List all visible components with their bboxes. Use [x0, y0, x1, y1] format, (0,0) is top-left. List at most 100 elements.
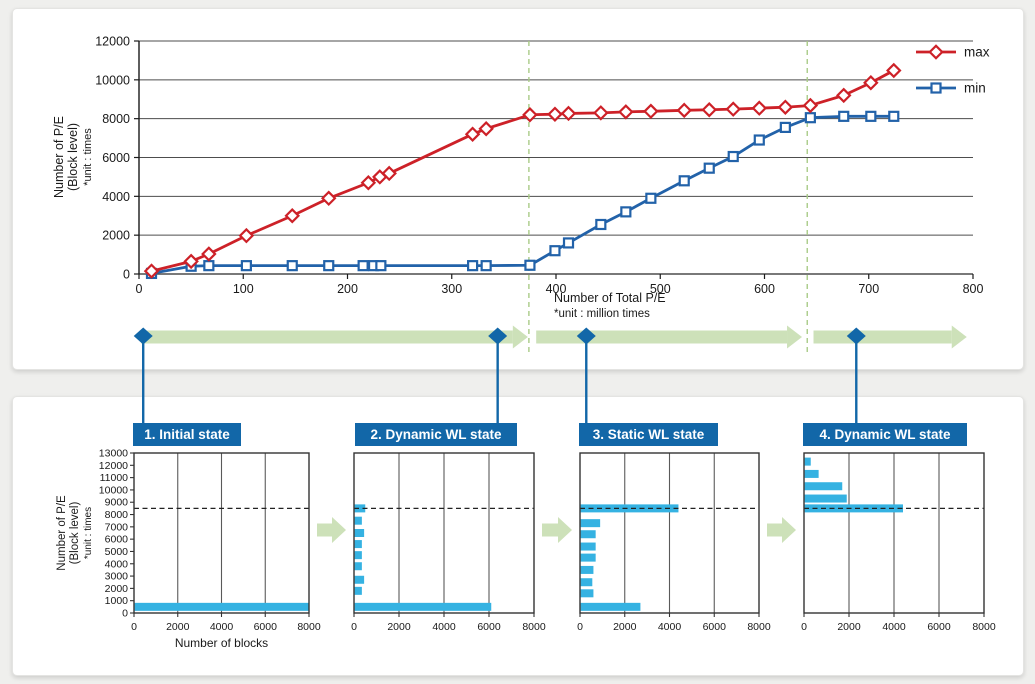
- svg-text:0: 0: [801, 621, 807, 633]
- timeline-arrow-icon: [141, 325, 528, 349]
- svg-text:6000: 6000: [927, 621, 951, 633]
- y-axis-label: Number of P/E (Block level) *unit : times: [52, 116, 94, 198]
- svg-text:*unit : times: *unit : times: [82, 128, 94, 186]
- svg-text:max: max: [964, 45, 990, 60]
- wl-state-charts: 0 2000 4000 6000 800001000200030004000500060…: [56, 448, 996, 651]
- timeline-arrow-icon: [536, 325, 803, 349]
- pe-trend-card: 0 2000 4000 6000 8000 10000 12000 0 100 200 300 400…: [12, 8, 1024, 370]
- svg-text:12000: 12000: [95, 35, 130, 49]
- x-axis-ticks: 0 2000 4000 6000 8000: [801, 613, 996, 633]
- svg-text:10000: 10000: [99, 484, 128, 496]
- x-axis-label: Number of Total P/E *unit : million times: [554, 291, 666, 320]
- x-axis-ticks: 0 100 200 300 400 500 600 700 800: [136, 274, 984, 296]
- svg-text:12000: 12000: [99, 460, 128, 472]
- svg-text:0: 0: [123, 268, 130, 282]
- state-label-dynamic-wl-2: 4. Dynamic WL state: [803, 423, 967, 446]
- state-label-initial: 1. Initial state: [133, 423, 241, 446]
- svg-text:1000: 1000: [105, 595, 129, 607]
- legend: max min: [916, 44, 990, 96]
- phase-divider-lines: [528, 41, 808, 353]
- svg-text:0: 0: [131, 621, 137, 633]
- svg-text:600: 600: [754, 282, 775, 296]
- svg-text:8000: 8000: [102, 112, 130, 126]
- state-chart-2: 0 2000 4000 6000 8000: [351, 452, 546, 633]
- legend-item-min: min: [916, 81, 986, 96]
- state-chart-4: 0 2000 4000 6000 8000: [801, 452, 996, 633]
- legend-item-max: max: [916, 44, 990, 60]
- svg-text:2000: 2000: [102, 229, 130, 243]
- svg-text:(Block level): (Block level): [66, 123, 80, 191]
- svg-text:7000: 7000: [105, 521, 129, 533]
- svg-text:6000: 6000: [105, 534, 129, 546]
- svg-text:8000: 8000: [522, 621, 546, 633]
- svg-text:min: min: [964, 81, 986, 96]
- svg-text:0: 0: [136, 282, 143, 296]
- bars: [134, 602, 309, 611]
- svg-text:6000: 6000: [477, 621, 501, 633]
- svg-text:500: 500: [650, 282, 671, 296]
- svg-text:4000: 4000: [102, 190, 130, 204]
- svg-text:3000: 3000: [105, 571, 129, 583]
- series-min: [145, 110, 900, 280]
- svg-text:4000: 4000: [210, 621, 234, 633]
- x-axis-ticks: 0 2000 4000 6000 8000: [131, 613, 321, 633]
- svg-text:4000: 4000: [105, 558, 129, 570]
- svg-text:800: 800: [963, 282, 984, 296]
- pe-trend-chart: 0 2000 4000 6000 8000 10000 12000 0 100 200 300 400…: [52, 35, 990, 353]
- svg-text:700: 700: [858, 282, 879, 296]
- svg-text:0: 0: [351, 621, 357, 633]
- svg-text:400: 400: [546, 282, 567, 296]
- bars: [354, 504, 492, 611]
- timeline-arrow-icon: [813, 325, 967, 349]
- bars: [804, 457, 903, 513]
- svg-text:6000: 6000: [254, 621, 278, 633]
- state-chart-1: 0 2000 4000 6000 800001000200030004000500060…: [56, 448, 321, 651]
- svg-text:8000: 8000: [747, 621, 771, 633]
- x-axis-ticks: 0 2000 4000 6000 8000: [577, 613, 771, 633]
- svg-text:2000: 2000: [613, 621, 637, 633]
- svg-text:5000: 5000: [105, 546, 129, 558]
- svg-text:Number of Total P/E: Number of Total P/E: [554, 291, 666, 305]
- svg-text:*unit : times: *unit : times: [83, 507, 94, 559]
- state-chart-3: 0 2000 4000 6000 8000: [577, 452, 771, 633]
- svg-text:(Block level): (Block level): [69, 502, 81, 565]
- x-axis-label: Number of blocks: [175, 636, 268, 650]
- svg-text:300: 300: [441, 282, 462, 296]
- next-state-arrow-icon: [542, 517, 572, 543]
- svg-text:2000: 2000: [837, 621, 861, 633]
- svg-text:Number of blocks: Number of blocks: [175, 636, 268, 650]
- svg-text:100: 100: [233, 282, 254, 296]
- state-label-static-wl: 3. Static WL state: [579, 423, 718, 446]
- svg-text:4000: 4000: [658, 621, 682, 633]
- svg-text:200: 200: [337, 282, 358, 296]
- x-axis-ticks: 0 2000 4000 6000 8000: [351, 613, 546, 633]
- bars: [580, 504, 679, 611]
- svg-text:2000: 2000: [105, 583, 129, 595]
- state-label-dynamic-wl: 2. Dynamic WL state: [355, 423, 517, 446]
- svg-text:Number of P/E: Number of P/E: [52, 116, 66, 198]
- next-state-arrow-icon: [767, 517, 796, 543]
- svg-text:2000: 2000: [387, 621, 411, 633]
- svg-text:2000: 2000: [166, 621, 190, 633]
- svg-text:0: 0: [122, 608, 128, 620]
- series-max: [143, 62, 902, 279]
- y-axis-label: Number of P/E (Block level) *unit : times: [56, 495, 94, 571]
- next-state-arrow-icon: [317, 517, 346, 543]
- svg-text:4000: 4000: [432, 621, 456, 633]
- svg-text:9000: 9000: [105, 497, 129, 509]
- svg-text:10000: 10000: [95, 73, 130, 87]
- timeline-arrows: [141, 325, 967, 349]
- svg-text:*unit : million times: *unit : million times: [554, 308, 650, 320]
- svg-text:Number of P/E: Number of P/E: [56, 495, 68, 571]
- svg-text:8000: 8000: [105, 509, 129, 521]
- svg-text:8000: 8000: [972, 621, 996, 633]
- svg-text:6000: 6000: [703, 621, 727, 633]
- svg-text:6000: 6000: [102, 151, 130, 165]
- svg-text:8000: 8000: [297, 621, 321, 633]
- svg-text:4000: 4000: [882, 621, 906, 633]
- wl-states-card: 1. Initial state 2. Dynamic WL state 3. …: [12, 396, 1024, 676]
- svg-text:11000: 11000: [100, 472, 129, 484]
- y-axis-ticks: 0100020003000400050006000700080009000100…: [99, 448, 134, 620]
- svg-text:13000: 13000: [99, 448, 128, 460]
- svg-text:0: 0: [577, 621, 583, 633]
